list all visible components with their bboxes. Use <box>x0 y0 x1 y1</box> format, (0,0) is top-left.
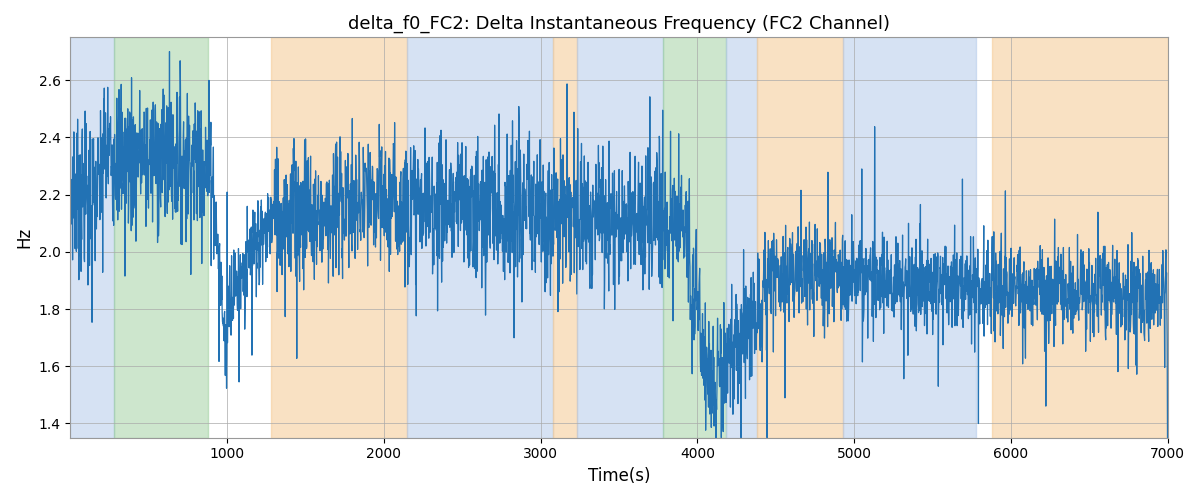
Bar <box>757 38 844 438</box>
Bar <box>726 38 757 438</box>
Bar <box>71 38 114 438</box>
Bar <box>992 38 1168 438</box>
Bar <box>114 38 209 438</box>
Bar <box>553 38 577 438</box>
Bar <box>407 38 553 438</box>
Bar <box>844 38 977 438</box>
Bar <box>662 38 726 438</box>
X-axis label: Time(s): Time(s) <box>588 467 650 485</box>
Y-axis label: Hz: Hz <box>14 227 32 248</box>
Bar <box>577 38 662 438</box>
Bar <box>271 38 407 438</box>
Title: delta_f0_FC2: Delta Instantaneous Frequency (FC2 Channel): delta_f0_FC2: Delta Instantaneous Freque… <box>348 15 890 34</box>
